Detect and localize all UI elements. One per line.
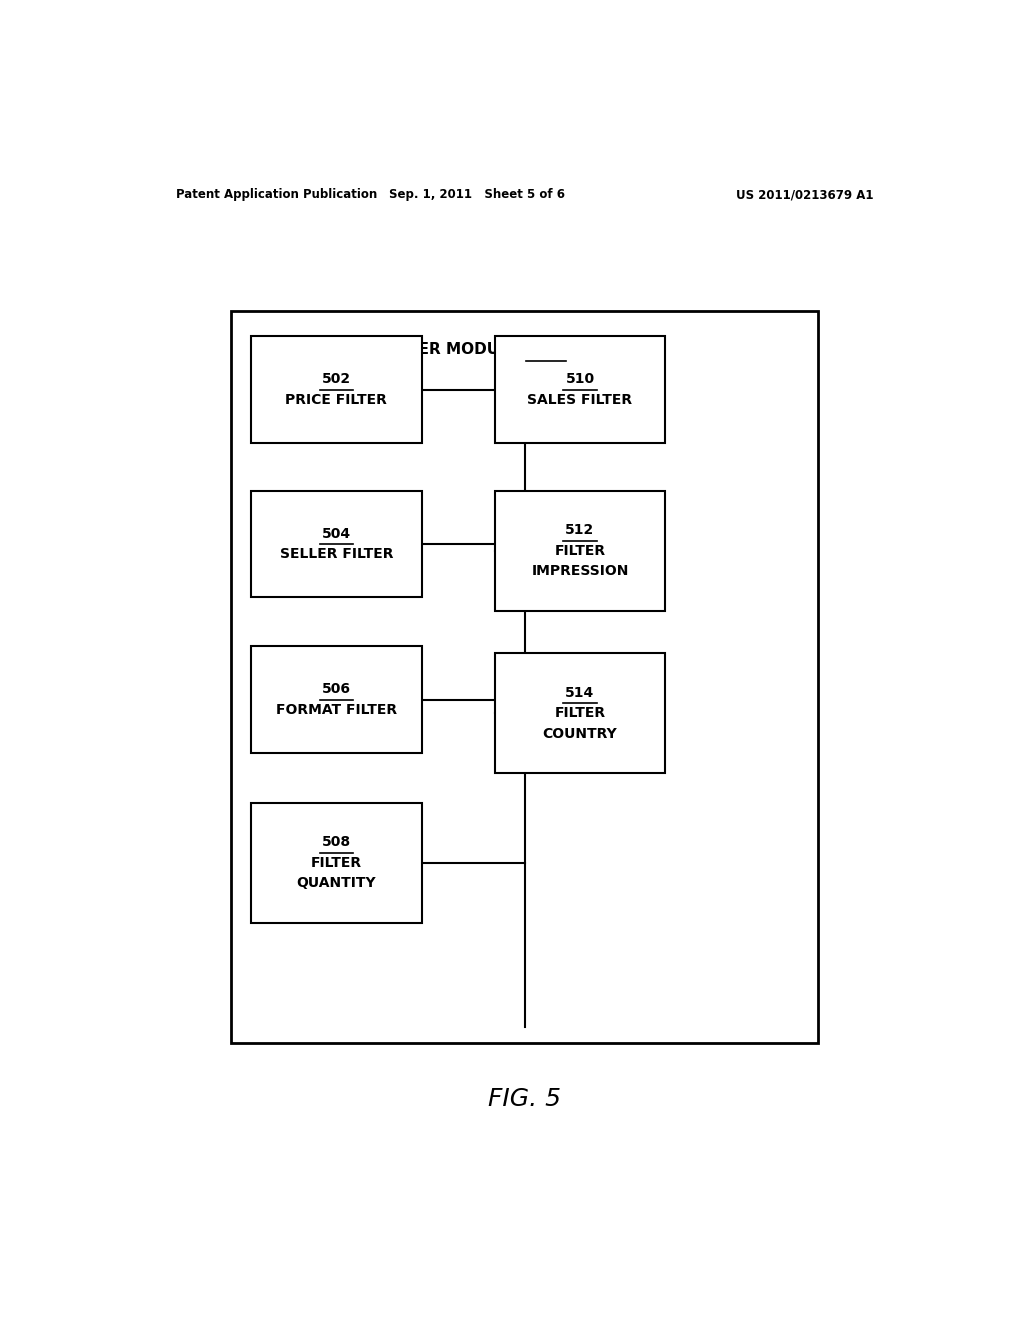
Text: 500: 500 <box>524 342 557 356</box>
Text: FILTER: FILTER <box>554 706 605 721</box>
Text: FILTER: FILTER <box>310 855 361 870</box>
Text: 504: 504 <box>322 527 351 541</box>
Bar <box>251 803 422 923</box>
Text: 510: 510 <box>565 372 595 387</box>
Text: PRICE FILTER: PRICE FILTER <box>286 393 387 407</box>
Bar <box>251 647 422 752</box>
Bar <box>251 491 422 598</box>
Text: 508: 508 <box>322 836 351 850</box>
Bar <box>495 491 666 611</box>
Text: 512: 512 <box>565 524 595 537</box>
Text: IMPRESSION: IMPRESSION <box>531 564 629 578</box>
Text: Patent Application Publication: Patent Application Publication <box>176 189 377 202</box>
Text: COUNTRY: COUNTRY <box>543 727 617 741</box>
Text: QUANTITY: QUANTITY <box>297 876 376 890</box>
Text: SALES FILTER: SALES FILTER <box>527 393 633 407</box>
Text: FORMAT FILTER: FORMAT FILTER <box>275 702 397 717</box>
Text: FILTER: FILTER <box>554 544 605 558</box>
Text: FIG. 5: FIG. 5 <box>488 1086 561 1110</box>
Text: SELLER FILTER: SELLER FILTER <box>280 548 393 561</box>
Text: 502: 502 <box>322 372 351 387</box>
Text: US 2011/0213679 A1: US 2011/0213679 A1 <box>736 189 873 202</box>
Text: FILTER MODULE: FILTER MODULE <box>385 342 524 356</box>
Text: Sep. 1, 2011   Sheet 5 of 6: Sep. 1, 2011 Sheet 5 of 6 <box>389 189 565 202</box>
Text: 514: 514 <box>565 686 595 700</box>
Bar <box>251 337 422 444</box>
Bar <box>495 337 666 444</box>
Text: 506: 506 <box>322 682 351 697</box>
Bar <box>231 312 818 1043</box>
Bar <box>495 653 666 774</box>
